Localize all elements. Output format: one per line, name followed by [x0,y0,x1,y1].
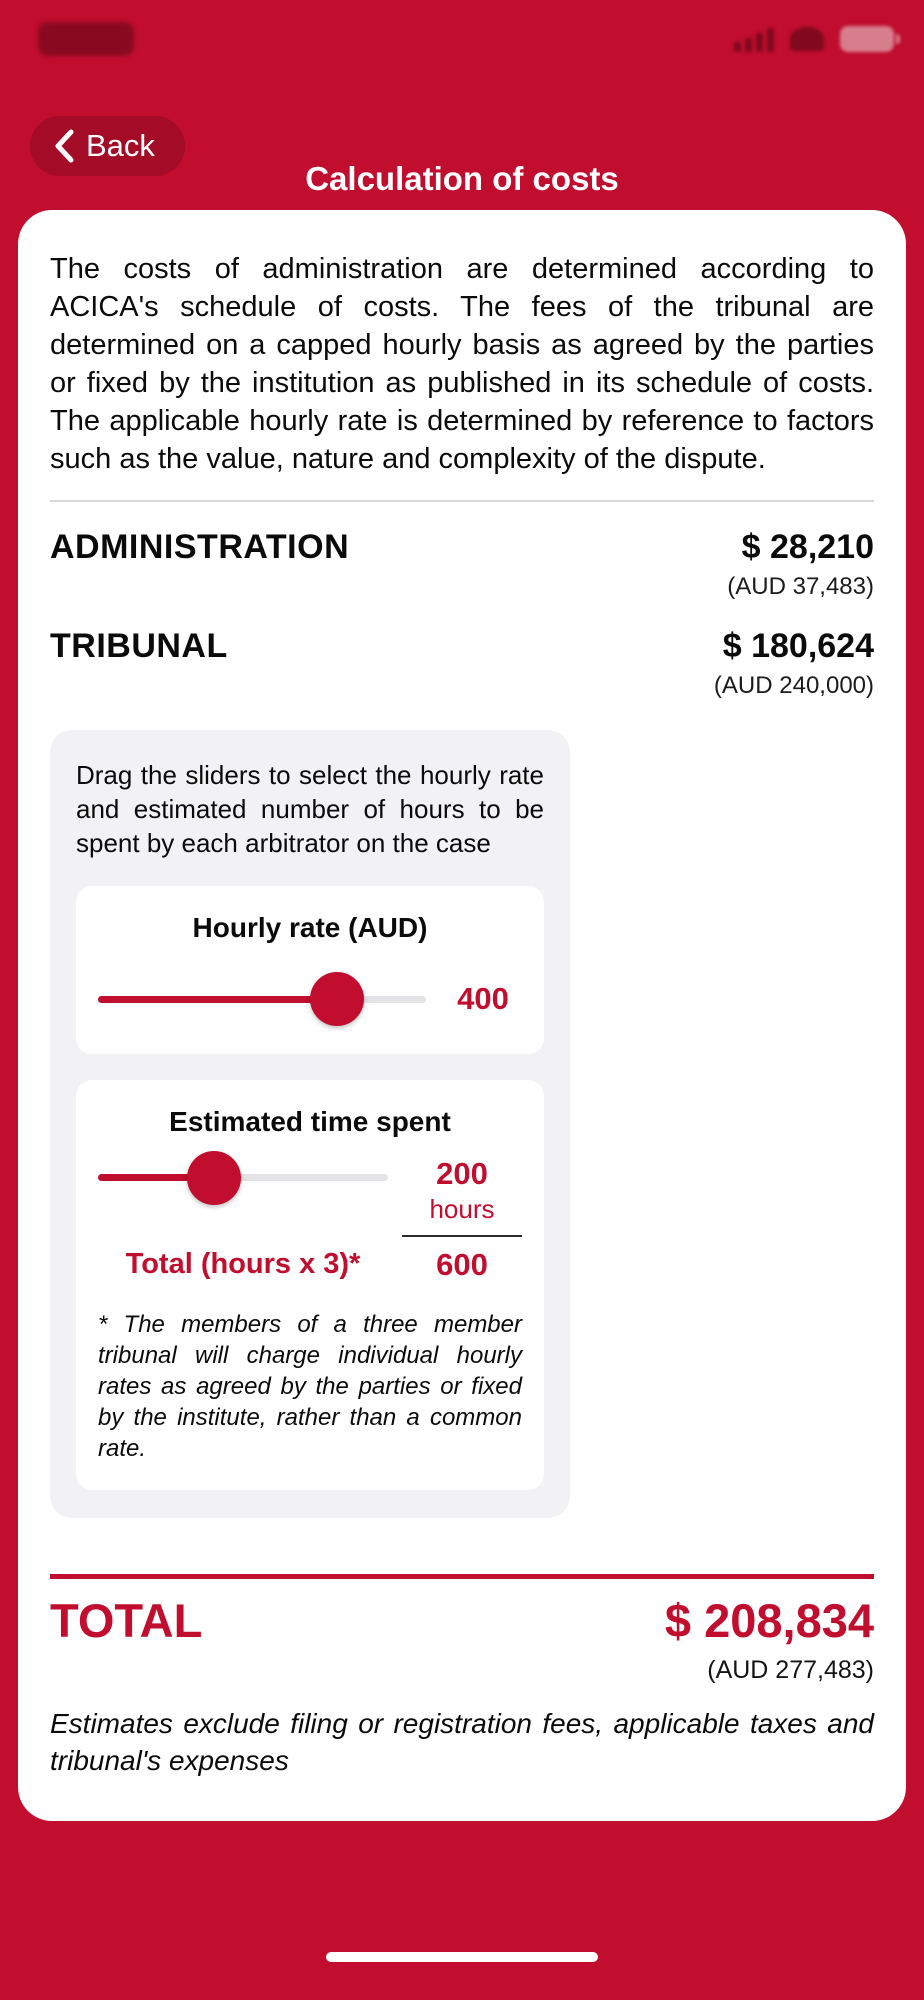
time-spent-slider[interactable] [98,1150,388,1205]
hourly-rate-title: Hourly rate (AUD) [192,912,428,943]
hourly-rate-slider-fill [98,995,338,1003]
time-spent-slider-cell [98,1150,388,1225]
total-label: TOTAL [50,1594,203,1647]
section-divider [50,500,874,502]
time-spent-unit: hours [429,1194,495,1224]
estimates-disclaimer: Estimates exclude filing or registration… [50,1708,874,1776]
time-spent-card: Estimated time spent 200 hours Total (ho… [76,1080,544,1490]
time-spent-title: Estimated time spent [169,1106,451,1137]
slider-panel: Drag the sliders to select the hourly ra… [50,730,570,1518]
time-spent-value: 200 [436,1156,488,1191]
battery-icon [840,26,900,52]
administration-aud: (AUD 37,483) [727,573,874,600]
hourly-rate-slider[interactable] [98,972,426,1026]
status-bar [0,0,924,70]
back-label: Back [86,128,155,163]
time-spent-value-column: 200 hours [402,1156,522,1225]
cellular-signal-icon [734,26,774,52]
slider-instructions: Drag the sliders to select the hourly ra… [76,760,544,858]
status-time-blur [38,22,134,56]
tribunal-rate-note: * The members of a three member tribunal… [98,1311,522,1462]
tribunal-amount: $ 180,624 [722,627,874,665]
total-row: TOTAL $ 208,834 [50,1593,874,1648]
hours-total-value: 600 [402,1235,522,1283]
tribunal-row: TRIBUNAL $ 180,624 [50,627,874,666]
administration-amount: $ 28,210 [741,528,874,566]
total-divider [50,1574,874,1579]
content-card: The costs of administration are determin… [18,210,906,1821]
total-amount: $ 208,834 [664,1594,874,1647]
nav-bar: Back Calculation of costs [0,0,924,210]
wifi-icon [790,27,824,51]
time-spent-grid: 200 hours Total (hours x 3)* 600 [98,1150,522,1283]
status-icons [734,26,900,52]
page-title: Calculation of costs [305,160,619,197]
time-spent-slider-fill [98,1174,214,1181]
hourly-rate-card: Hourly rate (AUD) 400 [76,886,544,1054]
tribunal-aud: (AUD 240,000) [713,672,874,699]
administration-label: ADMINISTRATION [50,528,350,566]
hours-total-label: Total (hours x 3)* [125,1248,361,1280]
tribunal-label: TRIBUNAL [50,627,228,665]
administration-row: ADMINISTRATION $ 28,210 [50,528,874,567]
time-spent-slider-knob[interactable] [187,1150,241,1205]
intro-paragraph: The costs of administration are determin… [50,253,874,475]
hourly-rate-slider-row: 400 [98,970,522,1028]
total-aud: (AUD 277,483) [707,1656,874,1684]
home-indicator[interactable] [326,1952,598,1962]
hourly-rate-value: 400 [457,981,509,1016]
chevron-left-icon [52,127,76,165]
back-button[interactable]: Back [30,116,185,176]
hourly-rate-slider-knob[interactable] [310,972,365,1026]
